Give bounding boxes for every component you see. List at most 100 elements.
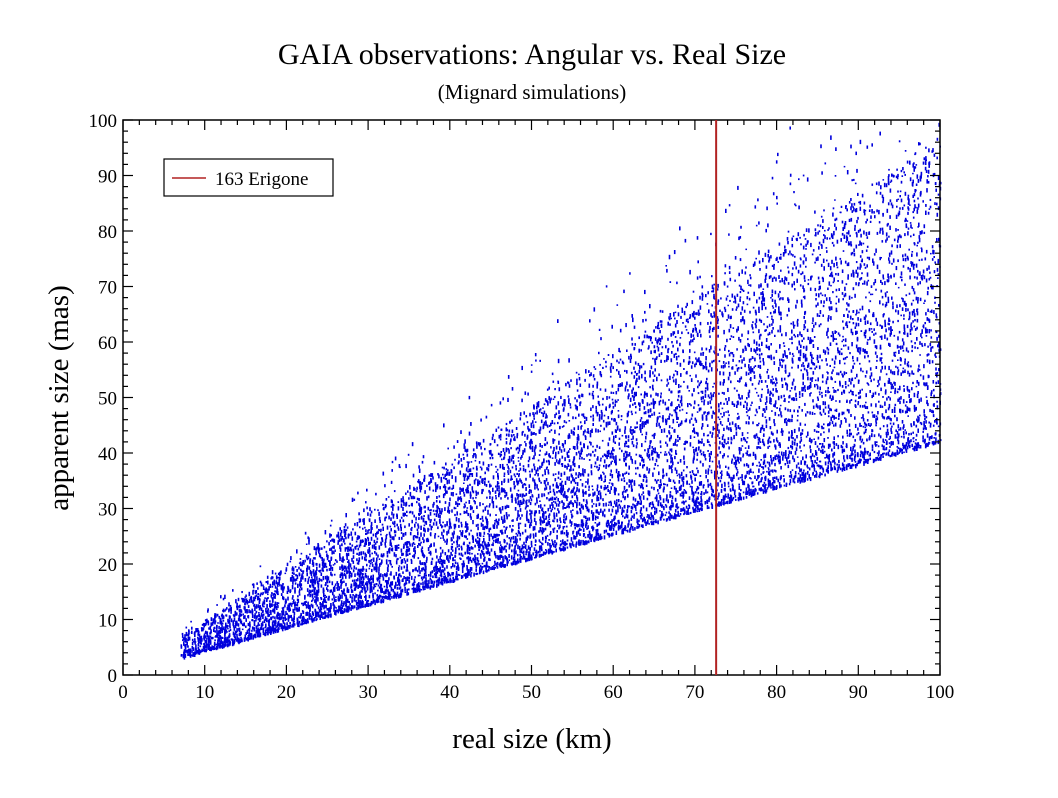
data-point	[433, 566, 435, 571]
data-point	[637, 523, 639, 526]
data-point	[758, 406, 761, 410]
data-point	[608, 501, 610, 504]
data-point	[771, 323, 773, 326]
data-point	[473, 572, 475, 577]
data-point	[287, 617, 290, 622]
data-point	[906, 406, 909, 411]
data-point	[302, 570, 305, 573]
data-point	[789, 338, 791, 340]
data-point	[342, 611, 345, 614]
data-point	[315, 619, 317, 622]
data-point	[501, 549, 503, 554]
data-point	[682, 322, 684, 324]
data-point	[266, 575, 269, 579]
data-point	[662, 513, 664, 517]
data-point	[693, 428, 695, 432]
data-point	[843, 448, 845, 451]
data-point	[803, 295, 806, 300]
data-point	[357, 586, 359, 589]
data-point	[668, 399, 670, 401]
data-point	[799, 349, 802, 354]
data-point	[567, 412, 570, 417]
data-point	[789, 173, 792, 177]
data-point	[222, 609, 224, 612]
data-point	[552, 438, 554, 442]
data-point	[572, 445, 575, 450]
data-point	[652, 518, 655, 521]
data-point	[233, 635, 235, 638]
data-point	[710, 394, 713, 399]
data-point	[358, 557, 361, 559]
data-point	[675, 378, 677, 383]
data-point	[553, 543, 555, 548]
data-point	[380, 591, 382, 594]
data-point	[758, 318, 761, 322]
data-point	[550, 422, 552, 426]
data-point	[463, 491, 465, 494]
data-point	[491, 567, 494, 570]
data-point	[782, 342, 785, 345]
data-point	[651, 413, 653, 416]
data-point	[329, 606, 331, 609]
data-point	[671, 351, 673, 354]
data-point	[789, 126, 791, 130]
data-point	[863, 332, 866, 337]
data-point	[673, 373, 675, 377]
data-point	[854, 439, 856, 442]
data-point	[754, 489, 756, 492]
data-point	[475, 478, 477, 481]
data-point	[667, 499, 669, 504]
data-point	[833, 230, 835, 236]
data-point	[728, 233, 730, 236]
data-point	[874, 332, 877, 335]
data-point	[747, 392, 750, 397]
data-point	[397, 544, 400, 546]
data-point	[897, 286, 900, 289]
data-point	[592, 445, 594, 448]
data-point	[326, 608, 329, 611]
data-point	[334, 583, 337, 586]
data-point	[817, 256, 819, 261]
data-point	[378, 518, 381, 521]
data-point	[497, 521, 500, 526]
data-point	[379, 519, 381, 523]
data-point	[736, 306, 738, 309]
data-point	[259, 580, 262, 584]
data-point	[769, 311, 772, 315]
data-point	[398, 536, 401, 540]
data-point	[539, 522, 542, 526]
data-point	[903, 301, 906, 306]
data-point	[692, 290, 695, 293]
data-point	[883, 416, 886, 420]
data-point	[740, 319, 742, 323]
data-point	[519, 417, 522, 421]
data-point	[316, 595, 318, 598]
data-point	[475, 472, 478, 477]
data-point	[897, 452, 899, 456]
data-point	[916, 318, 919, 323]
data-point	[827, 315, 830, 319]
data-point	[878, 400, 880, 403]
data-point	[900, 180, 903, 184]
data-point	[417, 574, 420, 577]
data-point	[896, 177, 899, 180]
data-point	[865, 231, 868, 236]
data-point	[291, 626, 293, 628]
data-point	[271, 621, 274, 626]
data-point	[925, 146, 927, 149]
data-point	[778, 461, 781, 465]
data-point	[902, 442, 904, 446]
data-point	[757, 441, 760, 445]
data-point	[585, 519, 588, 523]
data-point	[440, 552, 442, 557]
data-point	[307, 580, 309, 584]
data-point	[355, 579, 358, 582]
data-point	[724, 495, 726, 500]
data-point	[659, 338, 662, 343]
data-point	[796, 346, 799, 351]
data-point	[479, 442, 482, 446]
data-point	[694, 477, 696, 482]
data-point	[771, 380, 773, 382]
data-point	[644, 330, 647, 333]
data-point	[462, 487, 464, 492]
